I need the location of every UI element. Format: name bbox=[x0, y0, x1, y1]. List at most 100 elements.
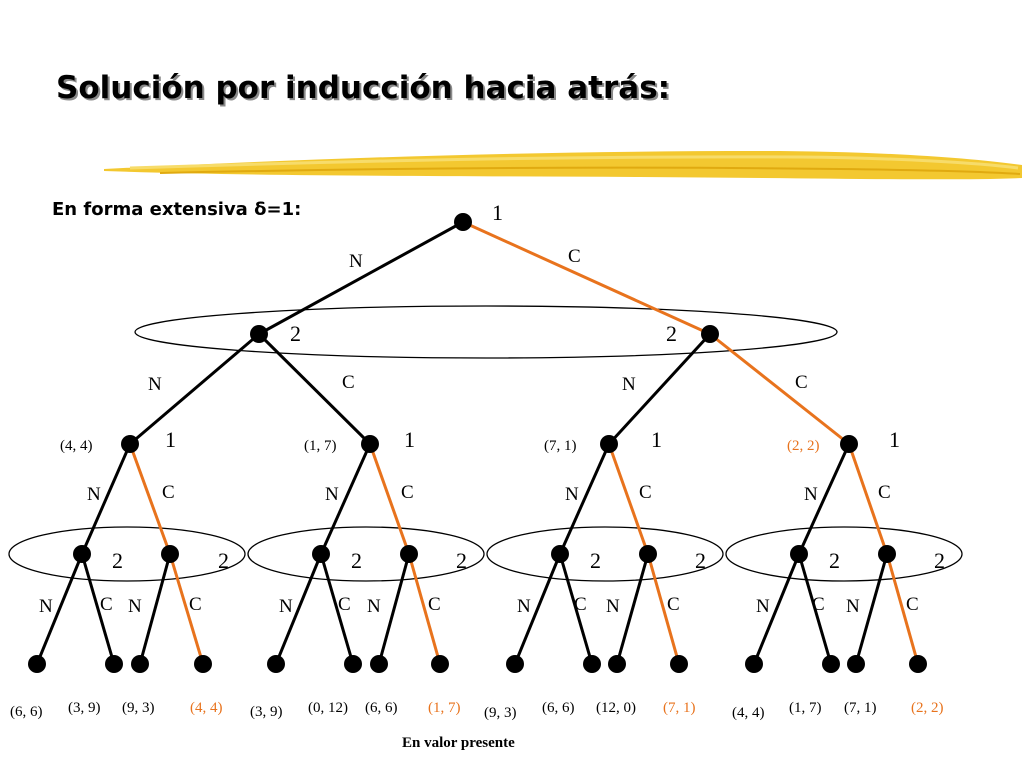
node-root bbox=[454, 213, 472, 231]
edge-l2a-left bbox=[129, 332, 260, 446]
l3c-action-left: N bbox=[565, 484, 579, 505]
l3a-action-right: C bbox=[162, 482, 175, 503]
payoff-label: (6, 6) bbox=[10, 704, 43, 720]
payoff-label: (12, 0) bbox=[596, 700, 636, 716]
l2a-action-right: C bbox=[342, 372, 355, 393]
terminal-node bbox=[909, 655, 927, 673]
payoff-label: (1, 7) bbox=[789, 700, 822, 716]
diagram-subtitle: En forma extensiva δ=1: bbox=[52, 199, 301, 220]
decorative-highlight-bar bbox=[104, 151, 1022, 180]
l2a-action-left: N bbox=[148, 374, 162, 395]
terminal-node bbox=[822, 655, 840, 673]
terminal-node bbox=[344, 655, 362, 673]
node-l4 bbox=[639, 545, 657, 563]
l4-action-right: C bbox=[428, 594, 441, 615]
l3b-action-right: C bbox=[401, 482, 414, 503]
edge-l3a-left bbox=[80, 443, 132, 555]
edge-l3b-right bbox=[368, 443, 411, 555]
l4-action-right: C bbox=[906, 594, 919, 615]
edge-l2a-right bbox=[257, 332, 372, 446]
l3d-action-right: C bbox=[878, 482, 891, 503]
terminal-node bbox=[670, 655, 688, 673]
l4-player-label: 2 bbox=[829, 548, 840, 573]
terminal-node bbox=[28, 655, 46, 673]
page-title: Solución por inducción hacia atrás: bbox=[56, 70, 671, 106]
terminal-node bbox=[194, 655, 212, 673]
edge-root-left bbox=[258, 220, 464, 336]
terminal-node bbox=[105, 655, 123, 673]
l3b-value: (1, 7) bbox=[304, 438, 337, 454]
subtitle-prefix: En forma extensiva bbox=[52, 199, 255, 220]
node-l3d bbox=[840, 435, 858, 453]
l4-player-label: 2 bbox=[112, 548, 123, 573]
info-set-level4-d bbox=[725, 526, 963, 582]
l4-action-left: N bbox=[39, 596, 53, 617]
terminal-node bbox=[431, 655, 449, 673]
edge-l3c-left bbox=[558, 443, 611, 555]
l3c-player-label: 1 bbox=[651, 427, 662, 452]
node-l4 bbox=[73, 545, 91, 563]
l4-action-right: C bbox=[189, 594, 202, 615]
info-set-level2 bbox=[134, 305, 838, 359]
payoff-label: (7, 1) bbox=[663, 700, 696, 716]
payoff-label: (6, 6) bbox=[542, 700, 575, 716]
l3d-action-left: N bbox=[804, 484, 818, 505]
l4-player-label: 2 bbox=[218, 548, 229, 573]
l3d-player-label: 1 bbox=[889, 427, 900, 452]
node-l3c bbox=[600, 435, 618, 453]
l4-action-left: N bbox=[756, 596, 770, 617]
l4-action-right: C bbox=[100, 594, 113, 615]
information-sets bbox=[8, 305, 963, 582]
l2b-player-label: 2 bbox=[666, 321, 677, 346]
payoff-label: (9, 3) bbox=[484, 705, 517, 721]
info-set-level4-c bbox=[486, 526, 724, 582]
l3d-value: (2, 2) bbox=[787, 438, 820, 454]
l4-action-right: C bbox=[812, 594, 825, 615]
l3b-action-left: N bbox=[325, 484, 339, 505]
node-l4 bbox=[400, 545, 418, 563]
terminal-node bbox=[608, 655, 626, 673]
l4-action-left: N bbox=[128, 596, 142, 617]
l3c-action-right: C bbox=[639, 482, 652, 503]
payoff-label: (6, 6) bbox=[365, 700, 398, 716]
l4-action-left: N bbox=[367, 596, 381, 617]
node-l4 bbox=[312, 545, 330, 563]
edge-l3a-right bbox=[128, 443, 172, 555]
payoff-label: (9, 3) bbox=[122, 700, 155, 716]
subtitle-suffix: =1: bbox=[266, 199, 302, 220]
payoff-label: (2, 2) bbox=[911, 700, 944, 716]
edge-l3d-left bbox=[797, 443, 851, 555]
l3c-value: (7, 1) bbox=[544, 438, 577, 454]
node-l2b bbox=[701, 325, 719, 343]
node-l4 bbox=[790, 545, 808, 563]
terminal-node bbox=[131, 655, 149, 673]
l4-action-right: C bbox=[667, 594, 680, 615]
edge-root-right bbox=[462, 220, 711, 336]
l3a-action-left: N bbox=[87, 484, 101, 505]
edge-l2b-left bbox=[607, 332, 712, 446]
branches bbox=[35, 220, 920, 665]
payoff-label: (4, 4) bbox=[732, 705, 765, 721]
l4-action-right: C bbox=[574, 594, 587, 615]
node-l2a bbox=[250, 325, 268, 343]
terminal-node bbox=[847, 655, 865, 673]
terminal-node bbox=[506, 655, 524, 673]
l4-action-left: N bbox=[279, 596, 293, 617]
payoff-label: (3, 9) bbox=[68, 700, 101, 716]
l4-player-label: 2 bbox=[934, 548, 945, 573]
node-l4 bbox=[551, 545, 569, 563]
node-l4 bbox=[878, 545, 896, 563]
terminal-node bbox=[370, 655, 388, 673]
payoff-label: (4, 4) bbox=[190, 700, 223, 716]
subtitle-delta: δ bbox=[254, 199, 267, 220]
payoff-label: (0, 12) bbox=[308, 700, 348, 716]
root-player-label: 1 bbox=[492, 200, 503, 225]
root-action-right: C bbox=[568, 246, 581, 267]
terminal-node bbox=[583, 655, 601, 673]
terminal-node bbox=[267, 655, 285, 673]
info-set-level4-a bbox=[8, 526, 246, 582]
node-l3a bbox=[121, 435, 139, 453]
edge-l2b-right bbox=[709, 332, 850, 446]
l4-player-label: 2 bbox=[590, 548, 601, 573]
